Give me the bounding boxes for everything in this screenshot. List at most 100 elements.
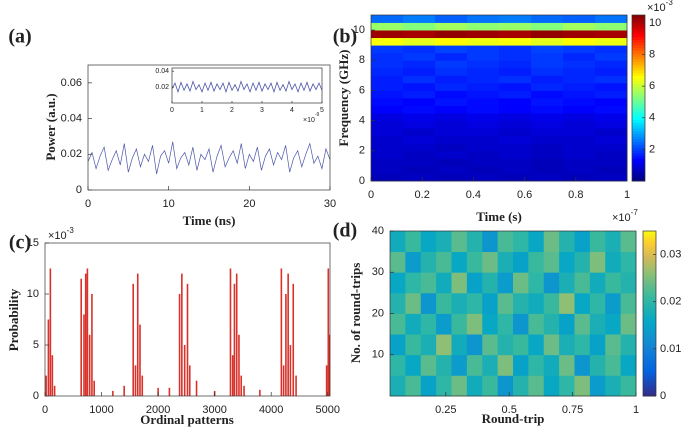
heatmap-cell bbox=[466, 251, 483, 273]
colorbar-swatch bbox=[643, 250, 656, 254]
colorbar-swatch bbox=[643, 354, 656, 358]
probability-bar bbox=[186, 283, 189, 396]
heatmap-cell bbox=[563, 90, 596, 99]
panel-label: (a) bbox=[8, 26, 31, 48]
heatmap-cell bbox=[467, 128, 500, 137]
probability-bar bbox=[195, 380, 198, 396]
colorbar-swatch bbox=[632, 145, 645, 149]
heatmap-cell bbox=[595, 22, 628, 31]
heatmap-cell bbox=[467, 75, 500, 84]
x-tick-label: 1 bbox=[624, 189, 630, 201]
heatmap-cell bbox=[620, 292, 637, 314]
heatmap-cell bbox=[435, 22, 468, 31]
heatmap-cell bbox=[563, 135, 596, 144]
x-tick-label: 10 bbox=[163, 198, 175, 210]
heatmap-cell bbox=[543, 313, 560, 335]
heatmap-cell bbox=[403, 90, 436, 99]
colorbar-swatch bbox=[632, 39, 645, 44]
probability-bar bbox=[178, 294, 181, 396]
colorbar-swatch bbox=[632, 147, 645, 152]
heatmap-cell bbox=[531, 158, 564, 167]
colorbar-swatch bbox=[632, 169, 645, 174]
heatmap-cell bbox=[595, 90, 628, 99]
x-axis-label: Round-trip bbox=[482, 411, 545, 426]
heatmap-cell bbox=[467, 150, 500, 159]
heatmap-cell bbox=[512, 334, 529, 356]
heatmap-cell bbox=[451, 231, 468, 253]
colorbar-swatch bbox=[643, 363, 656, 367]
heatmap-cell bbox=[499, 173, 532, 182]
heatmap-cell bbox=[499, 22, 532, 31]
heatmap-cell bbox=[589, 231, 606, 253]
heatmap-cell bbox=[531, 30, 564, 39]
probability-bar bbox=[240, 375, 243, 396]
axes-frame bbox=[87, 64, 331, 191]
heatmap-cell bbox=[563, 120, 596, 129]
heatmap-cell bbox=[605, 292, 622, 314]
heatmap-cell bbox=[403, 98, 436, 106]
colorbar-swatch bbox=[643, 321, 656, 325]
heatmap-cell bbox=[574, 375, 591, 397]
heatmap-cell bbox=[451, 375, 468, 397]
colorbar-swatch bbox=[632, 161, 645, 165]
heatmap-cell bbox=[589, 272, 606, 294]
colorbar-swatch bbox=[643, 319, 656, 323]
probability-bar bbox=[86, 268, 89, 396]
heatmap-cell bbox=[389, 231, 406, 253]
colorbar-swatch bbox=[643, 242, 656, 246]
multiplier-exponent: -3 bbox=[666, 0, 674, 7]
heatmap-cell bbox=[435, 165, 468, 174]
colorbar-swatch bbox=[632, 98, 645, 102]
probability-bar bbox=[282, 365, 285, 396]
heatmap-cell bbox=[531, 98, 564, 106]
probability-bar bbox=[83, 314, 85, 396]
probability-bar bbox=[287, 273, 289, 396]
heatmap-cell bbox=[499, 98, 532, 106]
heatmap-cell bbox=[451, 334, 468, 356]
heatmap-cell bbox=[467, 90, 500, 99]
colorbar-swatch bbox=[632, 175, 645, 179]
x-tick-label: 1 bbox=[633, 404, 639, 416]
heatmap-cell bbox=[543, 375, 560, 397]
heatmap-cell bbox=[543, 231, 560, 253]
heatmap-cell bbox=[563, 22, 596, 31]
heatmap-cell bbox=[563, 67, 596, 76]
probability-bar bbox=[139, 324, 141, 396]
y-axis-label: Frequency (GHz) bbox=[336, 50, 351, 147]
colorbar-swatch bbox=[643, 294, 656, 298]
heatmap-cell bbox=[467, 45, 500, 54]
probability-bar bbox=[88, 334, 91, 396]
probability-bar bbox=[289, 345, 292, 396]
probability-bar bbox=[132, 283, 135, 396]
heatmap-cell bbox=[436, 251, 452, 273]
x-tick-label: 0.2 bbox=[415, 189, 430, 201]
heatmap-cell bbox=[467, 30, 500, 39]
colorbar-swatch bbox=[643, 236, 656, 240]
colorbar-swatch bbox=[643, 330, 656, 334]
panel-label: (c) bbox=[9, 232, 31, 254]
heatmap-cell bbox=[451, 292, 468, 314]
y-tick-label: 0.02 bbox=[61, 148, 82, 160]
x-tick-label: 4 bbox=[290, 107, 294, 114]
colorbar-swatch bbox=[643, 335, 656, 339]
x-axis-label: Ordinal patterns bbox=[140, 412, 234, 427]
heatmap-cell bbox=[436, 375, 452, 397]
heatmap-cell bbox=[467, 60, 500, 69]
colorbar-swatch bbox=[632, 73, 645, 77]
colorbar-swatch bbox=[632, 136, 645, 140]
colorbar-swatch bbox=[643, 299, 656, 303]
axes-frame bbox=[370, 14, 628, 182]
colorbar-swatch bbox=[643, 233, 656, 237]
heatmap-cell bbox=[405, 251, 422, 273]
heatmap-cell bbox=[499, 120, 532, 129]
heatmap-cell bbox=[420, 334, 437, 356]
heatmap-cell bbox=[595, 143, 628, 152]
heatmap-cell bbox=[499, 52, 532, 61]
colorbar-tick-label: 4 bbox=[649, 112, 655, 124]
probability-bar bbox=[229, 268, 232, 396]
colorbar-swatch bbox=[632, 59, 645, 63]
heatmap-cell bbox=[403, 37, 436, 46]
probability-bar bbox=[134, 365, 137, 396]
colorbar-swatch bbox=[643, 253, 656, 257]
colorbar-swatch bbox=[632, 158, 645, 163]
